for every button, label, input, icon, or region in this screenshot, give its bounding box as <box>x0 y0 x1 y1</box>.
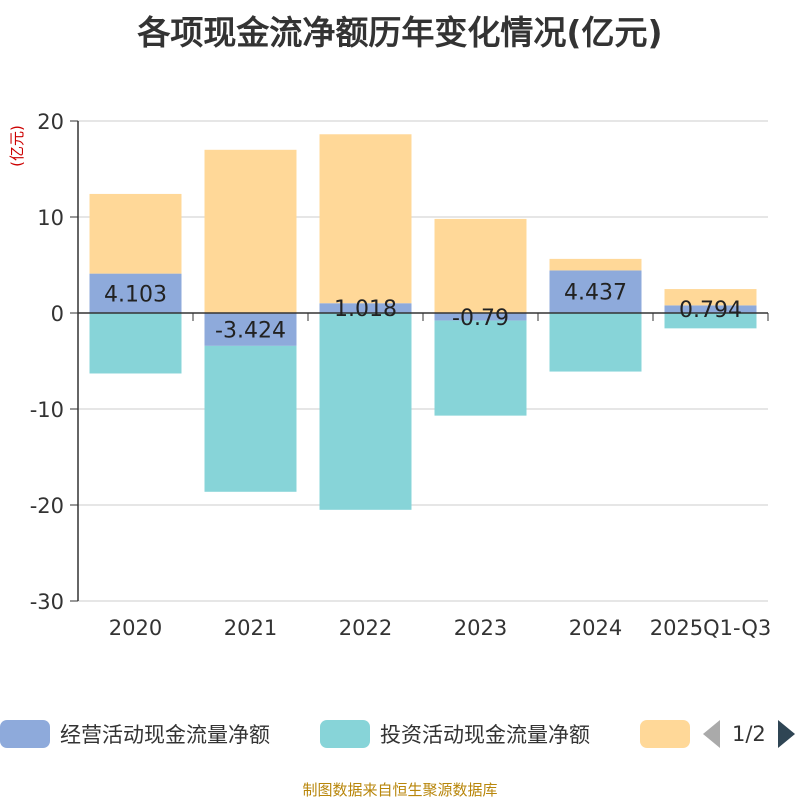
bar-series1-2025Q1-Q3[interactable] <box>664 313 757 329</box>
legend-pager: 1/2 <box>700 714 800 754</box>
bar-series2-2021[interactable] <box>204 149 297 313</box>
bar-series0-2023[interactable] <box>434 313 527 321</box>
data-label-2020: 4.103 <box>104 282 167 307</box>
bar-series1-2020[interactable] <box>89 313 182 374</box>
y-tick-label: -30 <box>30 590 64 614</box>
legend-item-operating[interactable]: 经营活动现金流量净额 <box>0 714 270 754</box>
legend-page-indicator: 1/2 <box>732 722 766 746</box>
legend-swatch-investing <box>320 720 370 748</box>
chart-title: 各项现金流净额历年变化情况(亿元) <box>137 13 663 52</box>
legend-swatch-financing <box>640 720 690 748</box>
bar-series0-2022[interactable] <box>319 303 412 313</box>
bar-series0-2020[interactable] <box>89 273 182 313</box>
bars <box>89 134 757 510</box>
source-note: 制图数据来自恒生聚源数据库 <box>302 781 498 799</box>
bar-series2-2024[interactable] <box>549 258 642 271</box>
legend: 经营活动现金流量净额 投资活动现金流量净额 <box>0 714 800 754</box>
bar-series1-2021[interactable] <box>204 345 297 492</box>
data-labels: 4.103 -3.424 1.018 -0.79 4.437 0.794 <box>104 281 742 344</box>
data-label-2021: -3.424 <box>215 318 286 343</box>
x-tick-label: 2023 <box>454 616 507 640</box>
legend-item-financing[interactable] <box>640 714 700 754</box>
bar-series2-2020[interactable] <box>89 193 182 274</box>
x-tick-label: 2020 <box>109 616 162 640</box>
data-label-2022: 1.018 <box>334 297 397 322</box>
legend-item-investing[interactable]: 投资活动现金流量净额 <box>320 714 590 754</box>
legend-label-operating: 经营活动现金流量净额 <box>60 723 270 747</box>
y-axis-label: (亿元) <box>8 125 26 167</box>
x-tick-label: 2025Q1-Q3 <box>650 616 772 640</box>
prev-page-icon[interactable] <box>703 720 720 748</box>
y-tick-label: 10 <box>37 206 64 230</box>
data-label-2025Q1-Q3: 0.794 <box>679 298 742 323</box>
bar-series2-2025Q1-Q3[interactable] <box>664 289 757 306</box>
bar-series0-2021[interactable] <box>204 313 297 346</box>
axes: 20 10 0 -10 -20 -30 2020 2021 2022 2023 2024 2025Q1… <box>30 110 772 640</box>
bar-series0-2024[interactable] <box>549 270 642 313</box>
legend-label-investing: 投资活动现金流量净额 <box>380 723 590 747</box>
next-page-icon[interactable] <box>777 720 795 748</box>
data-label-2023: -0.79 <box>452 306 509 331</box>
legend-swatch-operating <box>0 720 50 748</box>
data-label-2024: 4.437 <box>564 281 627 306</box>
y-tick-label: 0 <box>51 302 64 326</box>
bar-series1-2023[interactable] <box>434 320 527 416</box>
bar-series2-2022[interactable] <box>319 134 412 304</box>
bar-series0-2025Q1-Q3[interactable] <box>664 305 757 313</box>
y-tick-label: 20 <box>37 110 64 134</box>
x-tick-label: 2021 <box>224 616 277 640</box>
x-tick-label: 2024 <box>569 616 622 640</box>
y-tick-label: -20 <box>30 494 64 518</box>
chart-canvas: 20 10 0 -10 -20 -30 2020 2021 2022 2023 2024 2025Q1… <box>8 110 772 640</box>
bar-series1-2022[interactable] <box>319 313 412 510</box>
gridlines <box>78 120 768 602</box>
x-tick-label: 2022 <box>339 616 392 640</box>
y-tick-label: -10 <box>30 398 64 422</box>
bar-series2-2023[interactable] <box>434 218 527 313</box>
bar-series1-2024[interactable] <box>549 313 642 372</box>
